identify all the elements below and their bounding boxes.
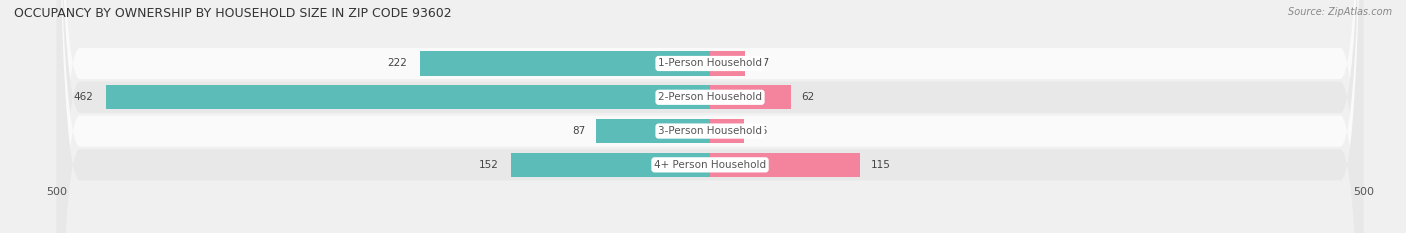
Text: OCCUPANCY BY OWNERSHIP BY HOUSEHOLD SIZE IN ZIP CODE 93602: OCCUPANCY BY OWNERSHIP BY HOUSEHOLD SIZE… <box>14 7 451 20</box>
Bar <box>710 85 792 110</box>
FancyBboxPatch shape <box>56 0 1364 233</box>
FancyBboxPatch shape <box>56 0 1364 233</box>
Text: 62: 62 <box>801 92 815 102</box>
Text: 222: 222 <box>387 58 406 69</box>
FancyBboxPatch shape <box>56 0 1364 233</box>
Bar <box>512 153 710 177</box>
Bar <box>420 51 710 76</box>
Bar <box>105 85 710 110</box>
Text: 115: 115 <box>870 160 891 170</box>
Text: 4+ Person Household: 4+ Person Household <box>654 160 766 170</box>
Text: 3-Person Household: 3-Person Household <box>658 126 762 136</box>
Bar <box>710 119 744 143</box>
Bar <box>596 119 710 143</box>
Text: 27: 27 <box>756 58 769 69</box>
Bar <box>710 51 745 76</box>
Text: 1-Person Household: 1-Person Household <box>658 58 762 69</box>
Text: 2-Person Household: 2-Person Household <box>658 92 762 102</box>
Text: Source: ZipAtlas.com: Source: ZipAtlas.com <box>1288 7 1392 17</box>
FancyBboxPatch shape <box>56 0 1364 233</box>
Text: 87: 87 <box>572 126 586 136</box>
Text: 26: 26 <box>755 126 768 136</box>
Text: 152: 152 <box>478 160 498 170</box>
Bar <box>710 153 860 177</box>
Text: 462: 462 <box>73 92 93 102</box>
